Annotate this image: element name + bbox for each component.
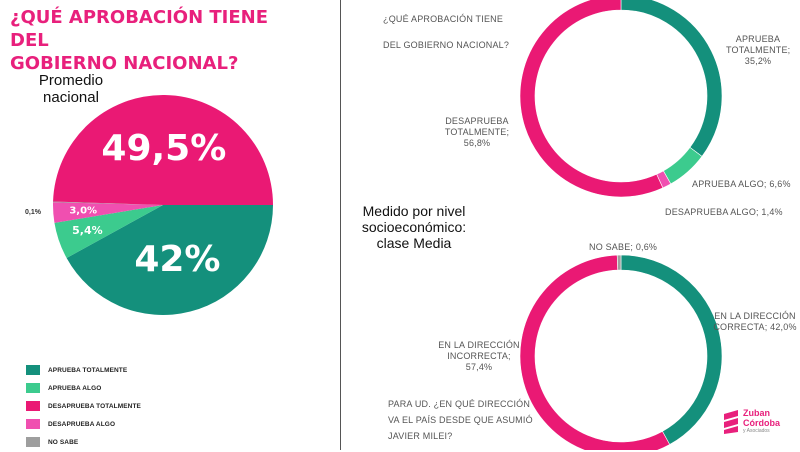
pie-slice-desaprueba-algo — [53, 202, 164, 223]
pie-slice-aprueba-totalmente — [66, 205, 273, 316]
logo-mark-icon — [724, 410, 738, 434]
donut2-slice-en-la-direccion-correcta — [620, 254, 723, 445]
logo-text: Zuban Córdoba y Asociados — [743, 408, 780, 434]
logo-text-line1: Zuban — [743, 408, 770, 418]
pie-label-desaprueba-algo: 3,0% — [69, 206, 97, 217]
legend-label: DESAPRUEBA ALGO — [48, 420, 116, 428]
pie-legend: APRUEBA TOTALMENTE APRUEBA ALGO DESAPRUE… — [26, 362, 141, 452]
pie-label-aprueba-totalmente: 42% — [134, 239, 220, 280]
logo-text-line3: y Asociados — [743, 428, 770, 434]
donut1-slice-desaprueba-totalmente — [519, 0, 664, 198]
legend-item-apruebatotal: APRUEBA TOTALMENTE — [26, 362, 141, 378]
left-title-line2: GOBIERNO NACIONAL? — [10, 53, 239, 74]
label-line: APRUEBA — [735, 34, 781, 44]
donut1-question-line1: ¿QUÉ APROBACIÓN TIENE — [383, 14, 504, 24]
legend-item-nosabe: NO SABE — [26, 434, 141, 450]
legend-label: APRUEBA ALGO — [48, 384, 102, 392]
legend-label: DESAPRUEBA TOTALMENTE — [48, 402, 141, 410]
label-line: EN LA DIRECCIÓN — [438, 340, 520, 350]
legend-item-desapruebatotal: DESAPRUEBA TOTALMENTE — [26, 398, 141, 414]
zuban-cordoba-logo: Zuban Córdoba y Asociados — [722, 408, 780, 434]
donut2-label-incorrecta: EN LA DIRECCIÓN INCORRECTA; 57,4% — [436, 340, 522, 373]
donut-charts — [519, 0, 723, 450]
label-line: DESAPRUEBA — [445, 116, 509, 126]
legend-item-apruebaalgo: APRUEBA ALGO — [26, 380, 141, 396]
donut1-slice-aprueba-totalmente — [620, 0, 723, 157]
donut1-label-aprueba-total: APRUEBA TOTALMENTE; 35,2% — [726, 34, 790, 67]
legend-swatch — [26, 419, 40, 429]
subgroup-title: Medido por nivel socioeconómico: clase M… — [354, 203, 474, 251]
donut1-label-desaprueba-total: DESAPRUEBA TOTALMENTE; 56,8% — [437, 116, 517, 149]
national-pie-chart: 42% 5,4% 3,0% 49,5% 0,1% — [25, 94, 274, 316]
legend-swatch — [26, 383, 40, 393]
pie-label-desaprueba-totalmente: 49,5% — [101, 128, 226, 169]
legend-item-desapruebaalgo: DESAPRUEBA ALGO — [26, 416, 141, 432]
label-line: EN LA DIRECCIÓN — [714, 311, 796, 321]
subgroup-line1: Medido por nivel — [362, 203, 466, 219]
donut2-label-correcta: EN LA DIRECCIÓN CORRECTA; 42,0% — [712, 311, 798, 333]
donut2-question-line2: VA EL PAÍS DESDE QUE ASUMIÓ — [388, 415, 533, 425]
legend-swatch — [26, 365, 40, 375]
subgroup-line3: clase Media — [376, 235, 452, 251]
average-label-line2: nacional — [43, 89, 99, 106]
donut1-label-desaprueba-algo: DESAPRUEBA ALGO; 1,4% — [665, 207, 783, 217]
pie-label-no-sabe: 0,1% — [25, 209, 42, 216]
donut2-question-line1: PARA UD. ¿EN QUÉ DIRECCIÓN — [388, 399, 531, 409]
donut1-question: ¿QUÉ APROBACIÓN TIENE DEL GOBIERNO NACIO… — [383, 13, 509, 51]
donut1-question-line2: DEL GOBIERNO NACIONAL? — [383, 40, 510, 50]
panel-divider — [340, 0, 341, 450]
label-line: TOTALMENTE; — [444, 127, 510, 137]
left-title-line1: ¿QUÉ APROBACIÓN TIENE DEL — [10, 7, 269, 51]
pie-label-aprueba-algo: 5,4% — [72, 224, 103, 237]
pie-slice-no-sabe — [53, 201, 163, 205]
legend-label: APRUEBA TOTALMENTE — [48, 366, 128, 374]
label-line: 56,8% — [463, 138, 491, 148]
donut2-slice-no-sabe — [616, 254, 622, 271]
average-label-line1: Promedio — [38, 72, 104, 89]
subgroup-line2: socioeconómico: — [361, 219, 467, 235]
pie-slice-desaprueba-totalmente — [53, 94, 274, 205]
donut2-question: PARA UD. ¿EN QUÉ DIRECCIÓN VA EL PAÍS DE… — [388, 396, 533, 444]
label-line: 35,2% — [744, 56, 772, 66]
label-line: TOTALMENTE; — [726, 45, 791, 55]
left-chart-title: ¿QUÉ APROBACIÓN TIENE DEL GOBIERNO NACIO… — [10, 6, 310, 75]
donut1-label-aprueba-algo: APRUEBA ALGO; 6,6% — [692, 179, 791, 189]
donut2-slice-en-la-direccion-incorrecta — [519, 254, 671, 450]
label-line: INCORRECTA; — [447, 351, 511, 361]
donut2-question-line3: JAVIER MILEI? — [388, 431, 453, 441]
logo-text-line2: Córdoba — [743, 418, 780, 428]
legend-label: NO SABE — [48, 438, 79, 446]
pie-slice-aprueba-algo — [54, 205, 163, 258]
label-line: CORRECTA; 42,0% — [713, 322, 797, 332]
legend-swatch — [26, 437, 40, 447]
label-line: 57,4% — [465, 362, 493, 372]
donut2-label-no-sabe: NO SABE; 0,6% — [589, 242, 658, 252]
legend-swatch — [26, 401, 40, 411]
average-label: Promedio nacional — [26, 72, 116, 106]
